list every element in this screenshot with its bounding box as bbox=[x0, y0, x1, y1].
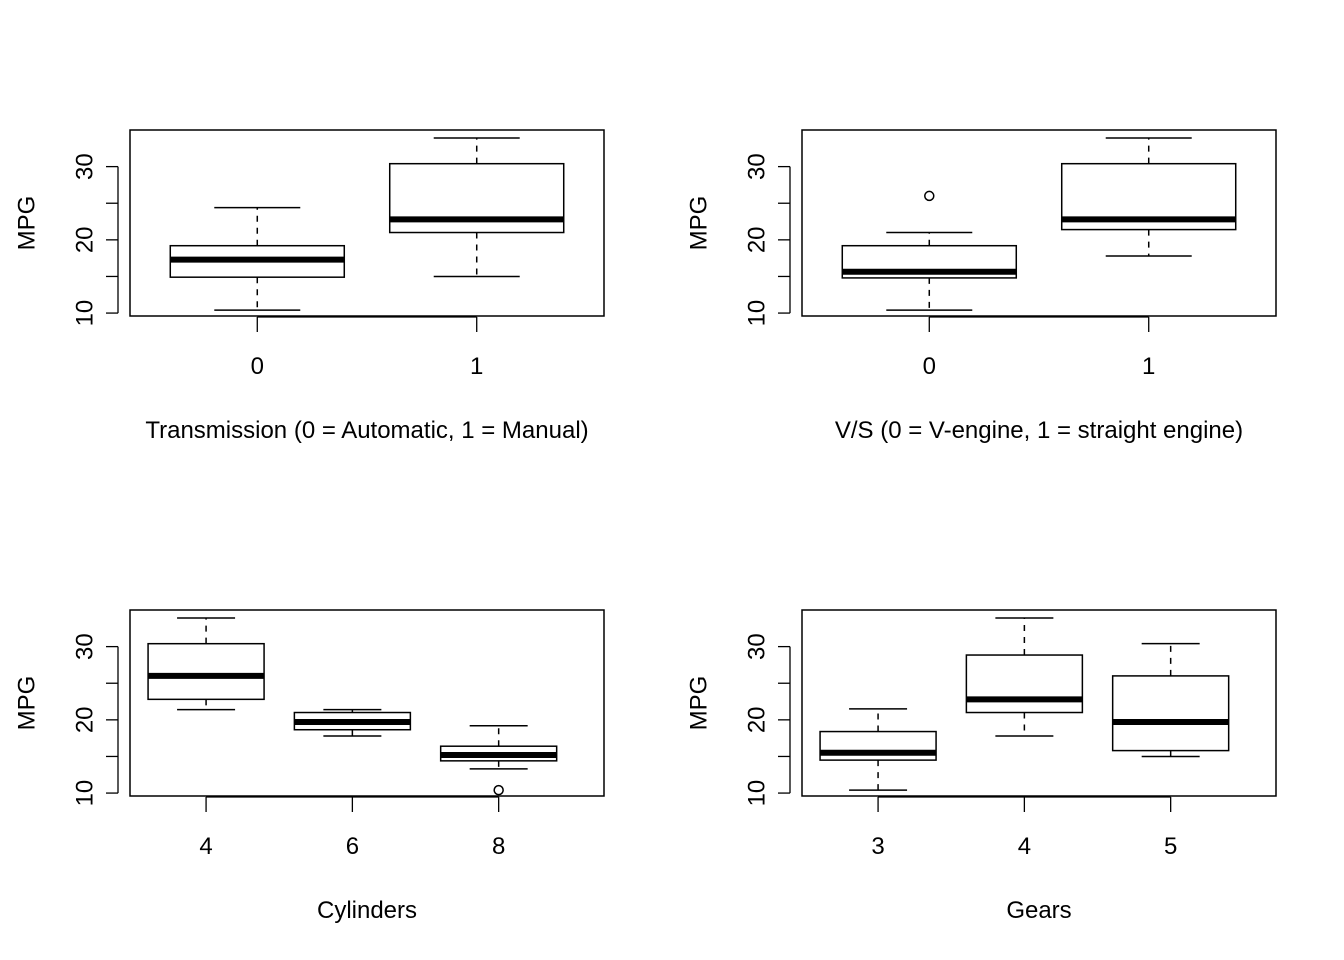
x-tick-label: 4 bbox=[199, 833, 212, 860]
box-iqr bbox=[1111, 675, 1230, 752]
box-4 bbox=[965, 617, 1084, 737]
x-axis-label: Gears bbox=[1006, 897, 1071, 924]
outlier-point bbox=[924, 190, 935, 202]
y-tick-label: 20 bbox=[743, 706, 770, 733]
x-tick-label: 0 bbox=[923, 353, 936, 380]
y-tick-label: 20 bbox=[71, 706, 98, 733]
plot-frame bbox=[801, 609, 1277, 797]
x-tick-label: 3 bbox=[871, 833, 884, 860]
y-tick-label: 30 bbox=[743, 153, 770, 180]
box-4 bbox=[147, 617, 265, 711]
x-tick-label: 1 bbox=[1142, 353, 1155, 380]
y-tick-label: 10 bbox=[743, 300, 770, 327]
x-tick-label: 0 bbox=[251, 353, 264, 380]
box-iqr bbox=[965, 654, 1084, 714]
x-tick-label: 4 bbox=[1018, 833, 1031, 860]
y-tick-label: 20 bbox=[743, 226, 770, 253]
box-0 bbox=[841, 190, 1018, 311]
y-tick-label: 30 bbox=[743, 633, 770, 660]
y-axis-label: MPG bbox=[685, 196, 712, 251]
box-iqr bbox=[147, 642, 265, 701]
x-tick-label: 1 bbox=[470, 353, 483, 380]
plot-frame bbox=[129, 129, 605, 317]
x-tick-label: 8 bbox=[492, 833, 505, 860]
y-tick-label: 10 bbox=[71, 780, 98, 807]
x-tick-label: 5 bbox=[1164, 833, 1177, 860]
x-tick-label: 6 bbox=[346, 833, 359, 860]
plot-frame bbox=[801, 129, 1277, 317]
outlier-point bbox=[493, 784, 504, 796]
y-tick-label: 30 bbox=[71, 153, 98, 180]
box-iqr bbox=[819, 730, 937, 761]
box-6 bbox=[293, 708, 412, 737]
y-axis-label: MPG bbox=[685, 676, 712, 731]
y-tick-label: 10 bbox=[743, 780, 770, 807]
box-1 bbox=[388, 137, 565, 278]
box-3 bbox=[819, 708, 937, 791]
box-5 bbox=[1111, 642, 1230, 758]
box-8 bbox=[439, 724, 558, 796]
box-0 bbox=[169, 206, 346, 311]
boxplot-panel-4: 10 20 30 MPG 3 4 5 Gears bbox=[685, 609, 1277, 924]
box-1 bbox=[1060, 137, 1237, 257]
y-axis-label: MPG bbox=[13, 676, 40, 731]
x-axis-label: Transmission (0 = Automatic, 1 = Manual) bbox=[145, 417, 588, 444]
plot-frame bbox=[129, 609, 605, 797]
boxplot-panel-3: 10 20 30 MPG 4 6 8 Cylinders bbox=[13, 609, 605, 924]
y-axis-label: MPG bbox=[13, 196, 40, 251]
y-tick-label: 20 bbox=[71, 226, 98, 253]
boxplot-panel-2: 10 20 30 MPG 0 1 V/S (0 = V-engine, 1 = straig… bbox=[685, 129, 1277, 444]
y-tick-label: 30 bbox=[71, 633, 98, 660]
x-axis-label: Cylinders bbox=[317, 897, 417, 924]
boxplot-panel-1: 10 20 30 MPG 0 1 Transmission (0 = Automatic, … bbox=[13, 129, 605, 444]
x-axis-label: V/S (0 = V-engine, 1 = straight engine) bbox=[835, 417, 1243, 444]
y-tick-label: 10 bbox=[71, 300, 98, 327]
